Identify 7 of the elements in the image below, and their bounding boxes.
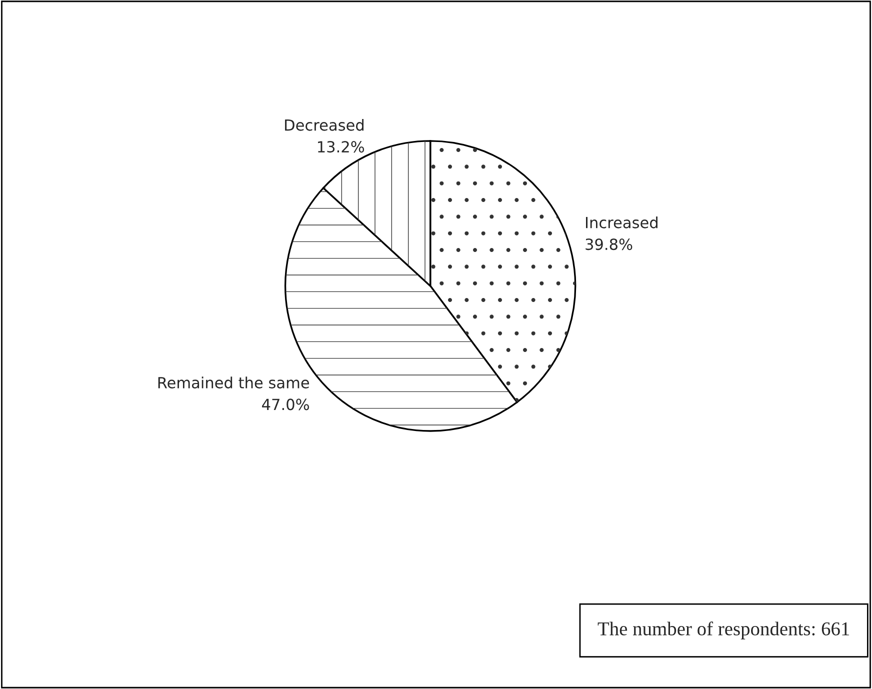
data-label: 39.8% (586, 238, 632, 250)
text: The number of respondents: 661 (598, 622, 850, 640)
data-label: 13.2% (318, 141, 364, 153)
slice-label: Remained the same (158, 376, 310, 388)
slice-label: Increased (586, 216, 658, 228)
slice-label: Decreased (285, 118, 364, 131)
data-label: 47.0% (262, 398, 309, 410)
